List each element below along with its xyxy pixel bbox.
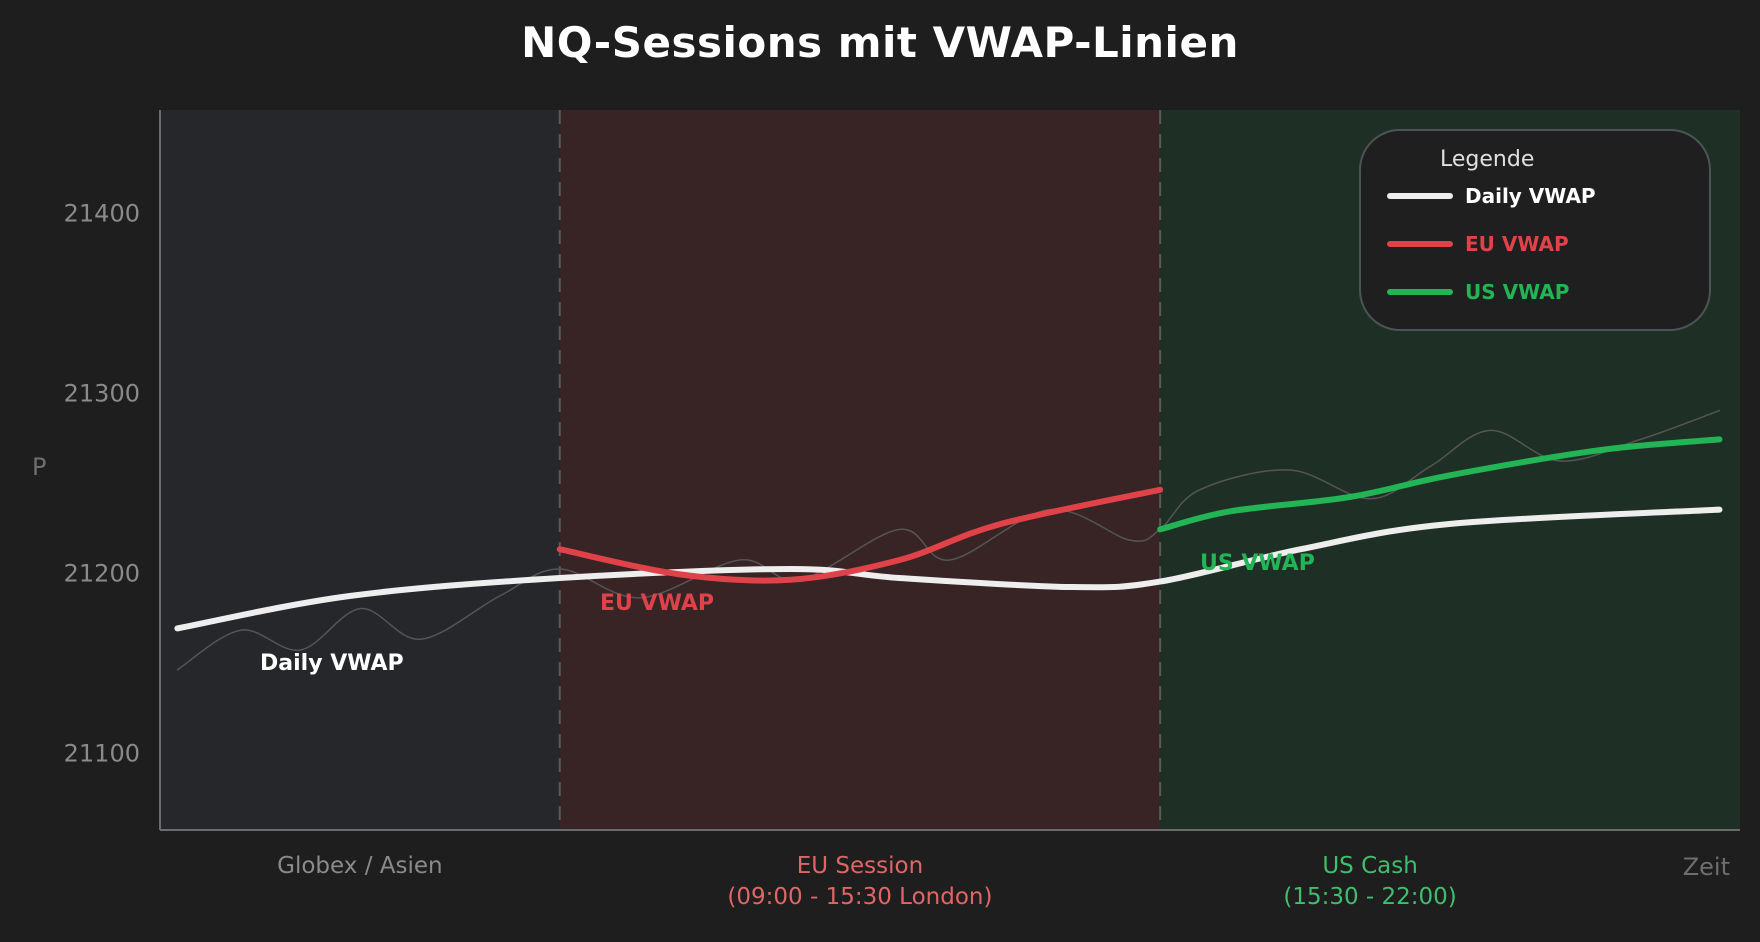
y-tick-label: 21300 <box>64 380 140 408</box>
annotation-us-vwap: US VWAP <box>1200 551 1315 576</box>
legend-box <box>1359 129 1711 331</box>
y-tick-label: 21200 <box>64 560 140 588</box>
session-label: Globex / Asien <box>277 853 442 879</box>
legend-label: EU VWAP <box>1465 232 1569 256</box>
eu-vwap-line <box>556 486 1164 584</box>
legend: Legende Daily VWAP EU VWAP US VWAP <box>1359 129 1711 331</box>
x-axis-label: Zeit <box>1683 853 1730 881</box>
price-line <box>176 409 1721 671</box>
session-bg-0 <box>160 110 560 830</box>
y-tick-label: 21400 <box>64 200 140 228</box>
session-label: EU Session <box>797 853 923 879</box>
us-vwap-line <box>1157 436 1723 533</box>
daily-vwap-line <box>174 506 1723 632</box>
session-sublabel: (15:30 - 22:00) <box>1283 884 1456 910</box>
legend-items: Daily VWAP EU VWAP US VWAP <box>1387 184 1596 304</box>
annotation-eu-vwap: EU VWAP <box>600 591 714 616</box>
session-bg-1 <box>559 110 1161 830</box>
legend-label: Daily VWAP <box>1465 184 1596 208</box>
y-tick-labels: 21100 21200 21300 21400 <box>64 200 140 768</box>
annotation-daily-vwap: Daily VWAP <box>260 651 404 676</box>
chart-title: NQ-Sessions mit VWAP-Linien <box>521 18 1239 67</box>
session-dividers <box>558 110 1162 830</box>
session-labels: Globex / Asien EU Session (09:00 - 15:30 L… <box>277 853 1457 910</box>
series-lines <box>174 409 1723 671</box>
y-axis-label: P <box>32 453 46 481</box>
legend-label: US VWAP <box>1465 280 1569 304</box>
legend-title: Legende <box>1440 147 1534 172</box>
y-tick-label: 21100 <box>64 740 140 768</box>
session-sublabel: (09:00 - 15:30 London) <box>727 884 992 910</box>
session-label: US Cash <box>1322 853 1417 879</box>
line-annotations: Daily VWAP EU VWAP US VWAP <box>260 551 1315 676</box>
